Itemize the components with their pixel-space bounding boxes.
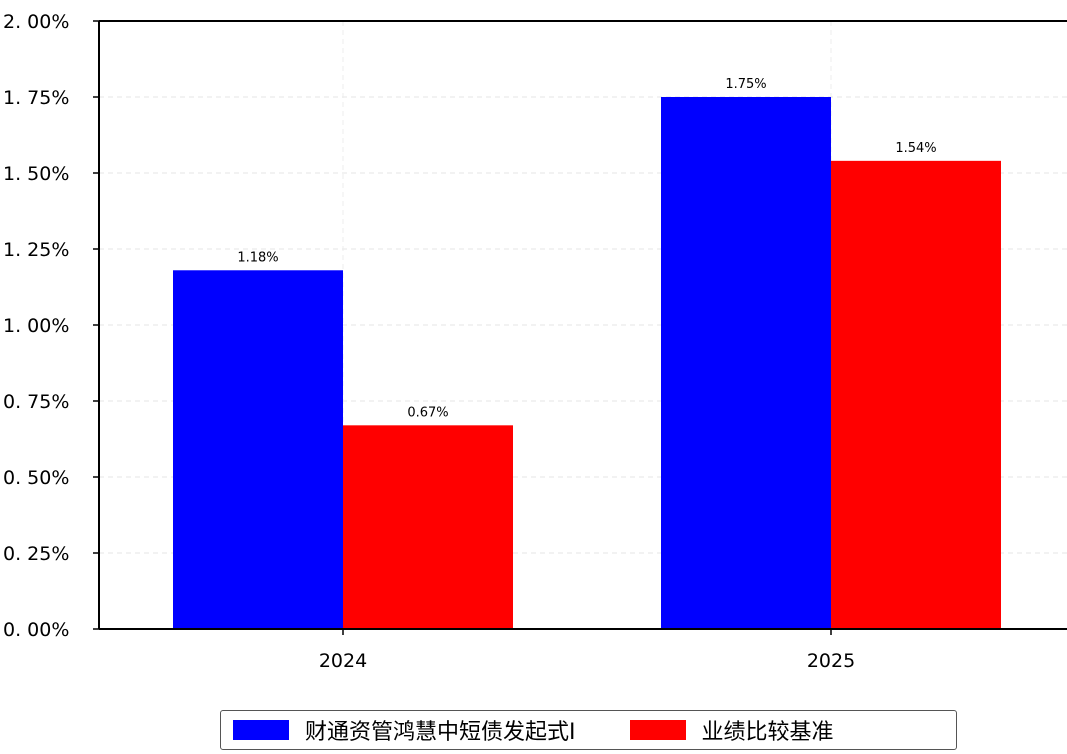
bar-value-label-benchmark-2025: 1.54% [895,141,936,156]
bar-value-label-fund-2024: 1.18% [237,250,278,265]
bar-value-label-benchmark-2024: 0.67% [407,405,448,420]
y-tick-label-4: 1. 00% [3,315,69,337]
y-tick-label-6: 1. 50% [3,163,69,185]
legend-item-benchmark: 业绩比较基准 [629,714,834,746]
y-tick-label-8: 2. 00% [3,11,69,33]
legend-swatch-benchmark [629,720,686,740]
legend-swatch-fund [233,720,289,740]
bar-benchmark-2025 [831,160,1001,629]
y-tick-label-7: 1. 75% [3,87,69,109]
y-tick-label-0: 0. 00% [3,619,69,641]
bar-fund-2024 [173,270,343,629]
legend: 财通资管鸿慧中短债发起式I 业绩比较基准 [220,710,957,750]
axes: 0. 00% 0. 25% 0. 50% 0. 75% 1. 00% 1. 25% 1. 5… [3,11,1067,672]
y-tick-label-2: 0. 50% [3,467,69,489]
x-tick-label-2024: 2024 [319,650,367,672]
x-tick-label-2025: 2025 [807,650,855,672]
y-tick-label-5: 1. 25% [3,239,69,261]
y-tick-label-1: 0. 25% [3,543,69,565]
legend-item-fund: 财通资管鸿慧中短债发起式I [233,714,576,746]
legend-label-benchmark: 业绩比较基准 [701,720,834,745]
legend-label-fund: 财通资管鸿慧中短债发起式I [305,720,576,745]
bar-value-labels: 1.18% 1.75% 0.67% 1.54% [237,77,936,420]
bar-value-label-fund-2025: 1.75% [725,77,766,92]
bar-benchmark-2024 [343,425,513,629]
bar-fund-2025 [661,97,831,629]
bar-chart: 1.18%1.75%0.67%1.54% 0. 00%0. 25%0. 50%0… [3,11,1067,672]
y-tick-label-3: 0. 75% [3,391,69,413]
bars [173,97,1001,629]
